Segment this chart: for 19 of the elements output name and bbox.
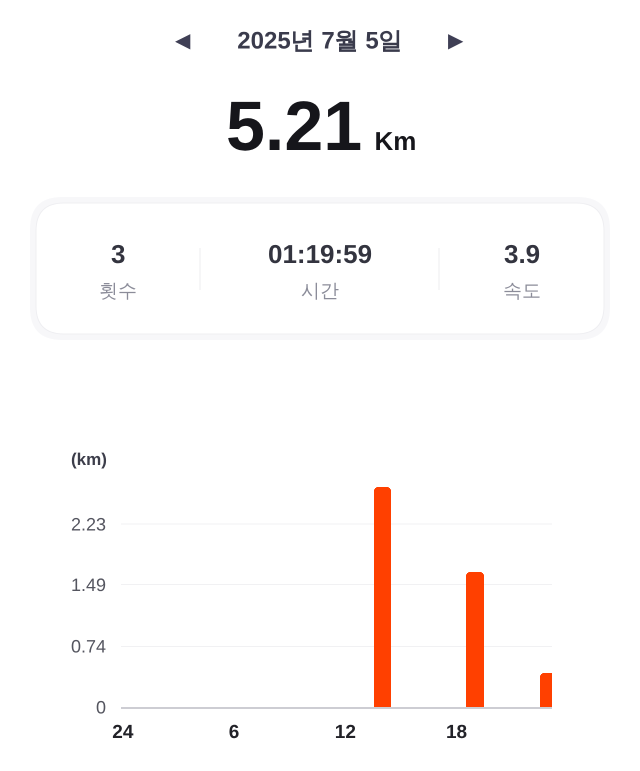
y-tick-label: 1.49 (70, 574, 106, 595)
text: ▶ (448, 28, 464, 52)
text: 횟수 (99, 281, 137, 302)
x-tick-label: 12 (334, 722, 356, 743)
x-tick-label: 24 (112, 722, 134, 743)
chart-subtitle: 5.21 Km (226, 87, 416, 165)
y-axis-title: (km) (71, 450, 107, 469)
y-tick-label: 0 (96, 697, 106, 718)
x-tick-label: 18 (446, 722, 468, 743)
text: ◀ (175, 28, 191, 52)
text: 속도 (503, 281, 541, 302)
text: 3.9 (504, 239, 540, 269)
y-tick-label: 2.23 (70, 514, 106, 534)
x-tick-label: 6 (228, 722, 240, 743)
text: 시간 (301, 281, 339, 302)
text: 3 (111, 239, 126, 269)
y-tick-label: 0.74 (70, 636, 106, 657)
chart-title: 2025년 7월 5일 (237, 27, 403, 54)
text: 01:19:59 (268, 239, 372, 269)
